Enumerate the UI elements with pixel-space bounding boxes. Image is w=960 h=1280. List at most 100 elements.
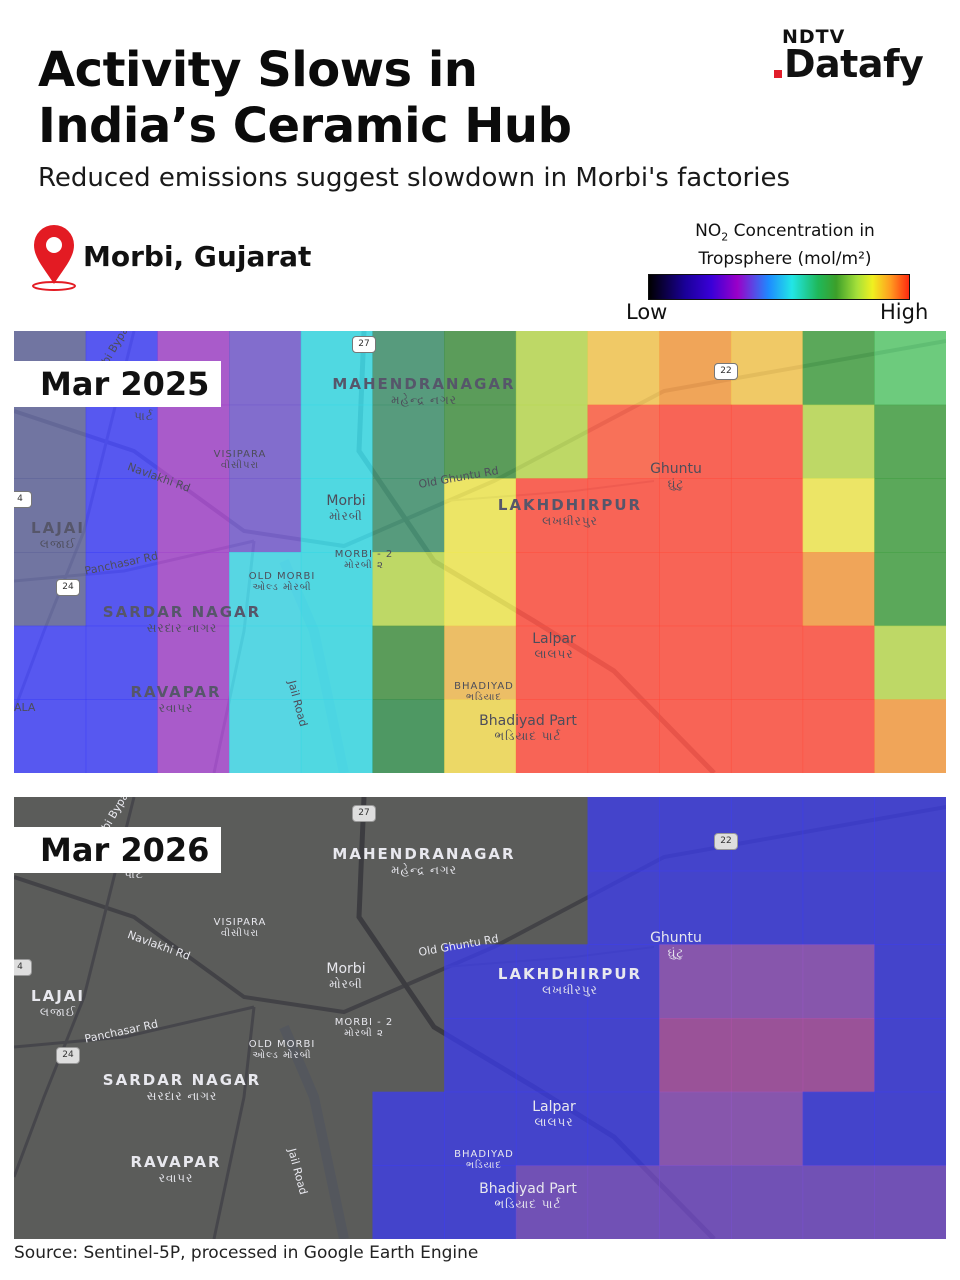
heatmap-cell [730, 797, 804, 872]
heatmap-cell [659, 797, 732, 872]
heatmap-cell [444, 552, 517, 627]
heatmap-cell [730, 1091, 804, 1166]
ndtv-datafy-logo: NDTV Datafy [772, 26, 942, 90]
heatmap-cell [587, 625, 660, 700]
heatmap-cell [372, 625, 445, 700]
heatmap-cell [802, 331, 875, 406]
heatmap-cell [874, 552, 946, 627]
heatmap-cell [444, 699, 517, 773]
panel-date-label: Mar 2025 [14, 361, 222, 407]
legend-title: NO2 Concentration in Tropsphere (mol/m²) [695, 221, 875, 270]
heatmap-cell [802, 699, 875, 773]
heatmap-cell [444, 1091, 517, 1166]
heatmap-cell [874, 404, 946, 479]
heatmap-cell [14, 552, 87, 627]
heatmap-cell [802, 478, 875, 553]
heatmap-cell [444, 404, 517, 479]
heatmap-cell [730, 699, 804, 773]
heatmap-cell [444, 331, 517, 406]
heatmap-cell [515, 1165, 589, 1239]
heatmap-cell [300, 331, 374, 406]
heatmap-cell [659, 404, 732, 479]
heatmap-cell [587, 478, 660, 553]
heatmap-cell [802, 1165, 875, 1239]
map-panel-2025: MAHENDRANAGAR મહેન્દ્ર નગર પાર્ટ VISIPARA… [14, 331, 946, 773]
heatmap-cell [444, 1165, 517, 1239]
heatmap-cell [515, 1018, 589, 1093]
heatmap-cell [730, 552, 804, 627]
heatmap-cell [229, 552, 302, 627]
heatmap-cell [14, 478, 87, 553]
legend-color-bar [648, 274, 910, 300]
heatmap-cell [587, 797, 660, 872]
heatmap-cell [587, 699, 660, 773]
heatmap-cell [85, 625, 158, 700]
heatmap-cell [372, 699, 445, 773]
heatmap-cell [659, 1091, 732, 1166]
heatmap-cell [372, 478, 445, 553]
heatmap-cell [229, 699, 302, 773]
heatmap-cell [659, 1018, 732, 1093]
heatmap-cell [515, 404, 589, 479]
heatmap-cell [515, 1091, 589, 1166]
page-title: Activity Slows in India’s Ceramic Hub [38, 42, 738, 154]
heatmap-cell [444, 478, 517, 553]
heatmap-cell [730, 331, 804, 406]
heatmap-cell [372, 331, 445, 406]
heatmap-cell [372, 404, 445, 479]
brand-dot [774, 70, 782, 78]
heatmap-cell [372, 1165, 445, 1239]
heatmap-cell [229, 331, 302, 406]
heatmap-cell [444, 625, 517, 700]
heatmap-cell [157, 699, 230, 773]
heatmap-cell [515, 331, 589, 406]
heatmap-cell [587, 1165, 660, 1239]
heatmap-cell [659, 870, 732, 945]
heatmap-cell [874, 1018, 946, 1093]
heatmap-cell [14, 404, 87, 479]
no2-heatmap-2025 [14, 331, 946, 773]
heatmap-cell [730, 404, 804, 479]
heatmap-cell [730, 870, 804, 945]
heatmap-cell [730, 944, 804, 1019]
heatmap-cell [659, 478, 732, 553]
heatmap-cell [515, 478, 589, 553]
heatmap-cell [587, 944, 660, 1019]
heatmap-cell [802, 625, 875, 700]
heatmap-cell [874, 944, 946, 1019]
heatmap-cell [85, 478, 158, 553]
heatmap-cell [229, 625, 302, 700]
heatmap-cell [802, 797, 875, 872]
page-subtitle: Reduced emissions suggest slowdown in Mo… [38, 163, 791, 193]
heatmap-cell [730, 625, 804, 700]
heatmap-cell [802, 870, 875, 945]
heatmap-cell [515, 625, 589, 700]
no2-heatmap-2026 [372, 797, 946, 1239]
heatmap-cell [372, 1091, 445, 1166]
heatmap-cell [874, 478, 946, 553]
map-pin-icon [32, 225, 76, 291]
heatmap-cell [659, 699, 732, 773]
brand-bottom-text: Datafy [784, 42, 924, 86]
heatmap-cell [659, 331, 732, 406]
heatmap-cell [659, 944, 732, 1019]
panel-date-label: Mar 2026 [14, 827, 222, 873]
heatmap-cell [14, 625, 87, 700]
heatmap-cell [874, 625, 946, 700]
heatmap-cell [659, 552, 732, 627]
heatmap-cell [85, 699, 158, 773]
legend-high-label: High [880, 300, 929, 324]
heatmap-cell [874, 699, 946, 773]
heatmap-cell [229, 478, 302, 553]
title-line-1: Activity Slows in [38, 42, 478, 98]
heatmap-cell [157, 552, 230, 627]
heatmap-cell [300, 699, 374, 773]
heatmap-cell [372, 552, 445, 627]
heatmap-cell [157, 404, 230, 479]
heatmap-cell [587, 1091, 660, 1166]
heatmap-cell [587, 552, 660, 627]
title-line-2: India’s Ceramic Hub [38, 98, 572, 154]
heatmap-cell [802, 1091, 875, 1166]
heatmap-cell [874, 331, 946, 406]
heatmap-cell [874, 797, 946, 872]
